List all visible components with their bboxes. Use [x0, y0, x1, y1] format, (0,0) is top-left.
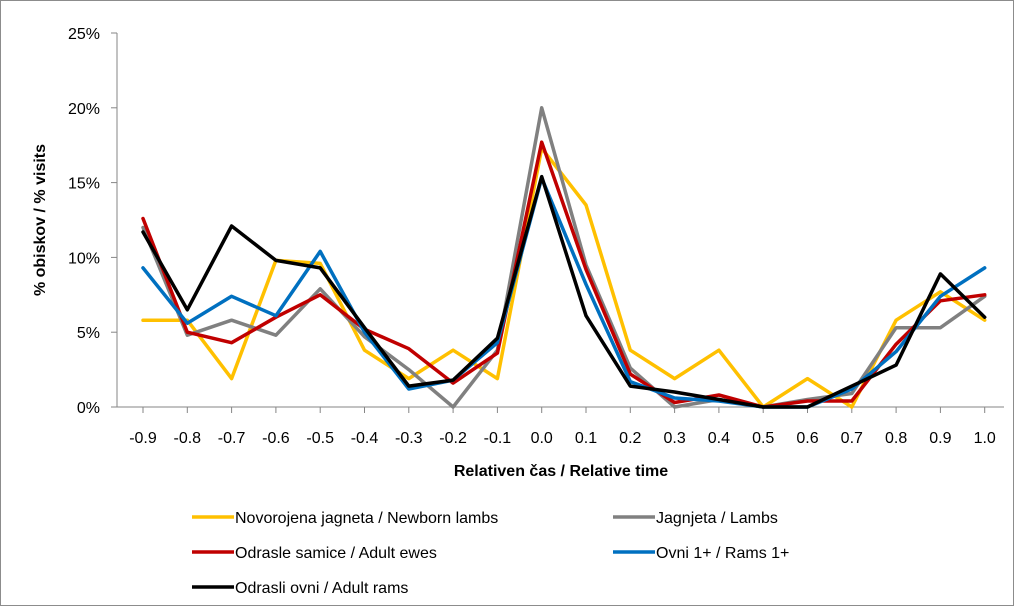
series-line-5: [141, 174, 987, 409]
x-tick-label: 0.4: [708, 430, 730, 447]
x-ticks: -0.9 -0.8 -0.7 -0.6 -0.5 -0.4 -0.3 -0.2 -0.1 0.0 0…: [129, 407, 996, 447]
series-lines: [141, 106, 987, 409]
legend-label-1: Novorojena jagneta / Newborn lambs: [235, 510, 498, 527]
x-tick-label: 0.1: [575, 430, 597, 447]
legend-label-2: Jagnjeta / Lambs: [656, 510, 778, 527]
legend-label-5: Odrasli ovni / Adult rams: [235, 580, 408, 597]
x-axis-title: Relativen čas / Relative time: [454, 463, 668, 480]
x-tick-label: 0.0: [531, 430, 553, 447]
y-axis-title: % obiskov / % visits: [32, 144, 49, 296]
x-tick-label: 0.8: [885, 430, 907, 447]
y-tick-label: 10%: [68, 250, 100, 267]
x-tick-label: 1.0: [974, 430, 996, 447]
x-tick-label: 0.7: [841, 430, 863, 447]
x-tick-label: -0.7: [218, 430, 246, 447]
x-tick-label: 0.5: [752, 430, 774, 447]
legend-label-3: Odrasle samice / Adult ewes: [235, 545, 437, 562]
y-ticks: 0% 5% 10% 15% 20% 25%: [68, 26, 117, 417]
x-tick-label: 0.2: [619, 430, 641, 447]
x-tick-label: -0.1: [484, 430, 512, 447]
x-tick-label: -0.4: [351, 430, 379, 447]
x-tick-label: -0.8: [174, 430, 202, 447]
y-tick-label: 15%: [68, 176, 100, 193]
series-line-3: [141, 140, 987, 409]
y-tick-label: 20%: [68, 101, 100, 118]
axes: [116, 33, 1004, 408]
x-tick-label: 0.6: [796, 430, 818, 447]
x-tick-label: -0.9: [129, 430, 157, 447]
y-tick-label: 0%: [77, 400, 100, 417]
y-tick-label: 5%: [77, 325, 100, 342]
y-tick-label: 25%: [68, 26, 100, 43]
series-line-2: [141, 106, 987, 409]
x-tick-label: -0.5: [306, 430, 334, 447]
x-tick-label: -0.3: [395, 430, 423, 447]
x-tick-label: 0.9: [929, 430, 951, 447]
x-tick-label: 0.3: [663, 430, 685, 447]
series-line-4: [141, 176, 987, 409]
x-tick-label: -0.2: [439, 430, 467, 447]
legend-label-4: Ovni 1+ / Rams 1+: [656, 545, 789, 562]
legend: Novorojena jagneta / Newborn lambs Jagnje…: [192, 510, 789, 597]
x-tick-label: -0.6: [262, 430, 290, 447]
